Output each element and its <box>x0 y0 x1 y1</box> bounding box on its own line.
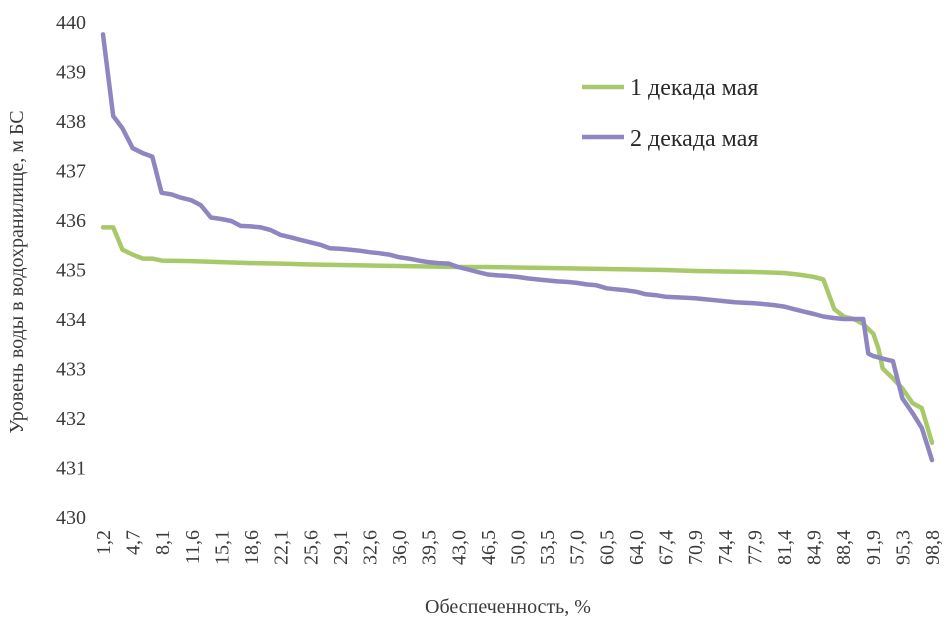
series-line-2 <box>100 32 935 463</box>
y-axis-ticks: 430 431 432 433 434 435 436 437 438 439 440 <box>56 12 86 529</box>
y-tick-label: 431 <box>56 458 86 480</box>
legend-label-2: 2 декада мая <box>630 126 758 152</box>
y-tick-label: 432 <box>56 408 86 430</box>
y-tick-label: 439 <box>56 62 86 84</box>
x-axis-ticks: 1,2 4,7 8,1 11,6 15,1 18,6 22,1 25,6 29,1 32,6 36,… <box>93 530 944 565</box>
x-tick-label: 95,3 <box>892 530 914 565</box>
x-tick-label: 18,6 <box>241 530 263 565</box>
x-tick-label: 46,5 <box>478 530 500 565</box>
x-tick-label: 91,9 <box>863 530 885 565</box>
y-tick-label: 435 <box>56 260 86 282</box>
x-tick-label: 32,6 <box>359 530 381 565</box>
y-axis-title: Уровень воды в водохранилище, м БС <box>6 110 28 433</box>
x-tick-label: 39,5 <box>419 530 441 565</box>
series-line-1 <box>100 225 935 446</box>
legend-label-1: 1 декада мая <box>630 75 758 101</box>
y-tick-label: 433 <box>56 359 86 381</box>
x-tick-label: 1,2 <box>93 530 115 555</box>
legend: 1 декада мая 2 декада мая <box>582 75 758 152</box>
x-tick-label: 64,0 <box>626 530 648 565</box>
x-tick-label: 50,0 <box>508 530 530 565</box>
x-tick-label: 25,6 <box>300 530 322 565</box>
x-tick-label: 60,5 <box>596 530 618 565</box>
x-tick-label: 8,1 <box>152 530 174 555</box>
y-tick-label: 440 <box>56 12 86 34</box>
x-tick-label: 88,4 <box>833 530 855 565</box>
x-tick-label: 22,1 <box>271 530 293 565</box>
y-tick-label: 437 <box>56 161 86 183</box>
y-tick-label: 434 <box>56 309 86 331</box>
x-tick-label: 74,4 <box>715 530 737 565</box>
x-tick-label: 53,5 <box>537 530 559 565</box>
x-tick-label: 29,1 <box>330 530 352 565</box>
x-tick-label: 70,9 <box>685 530 707 565</box>
x-tick-label: 84,9 <box>804 530 826 565</box>
y-tick-label: 438 <box>56 111 86 133</box>
series-layer <box>100 32 935 463</box>
x-tick-label: 81,4 <box>774 530 796 565</box>
x-tick-label: 77,9 <box>744 530 766 565</box>
x-tick-label: 98,8 <box>922 530 944 565</box>
x-tick-label: 11,6 <box>182 530 204 564</box>
x-tick-label: 4,7 <box>123 530 145 555</box>
x-tick-label: 43,0 <box>448 530 470 565</box>
x-tick-label: 15,1 <box>211 530 233 565</box>
y-tick-label: 430 <box>56 507 86 529</box>
x-axis-title: Обеспеченность, % <box>425 596 591 618</box>
y-tick-label: 436 <box>56 210 86 232</box>
x-tick-label: 57,0 <box>567 530 589 565</box>
x-tick-label: 67,4 <box>656 530 678 565</box>
x-tick-label: 36,0 <box>389 530 411 565</box>
